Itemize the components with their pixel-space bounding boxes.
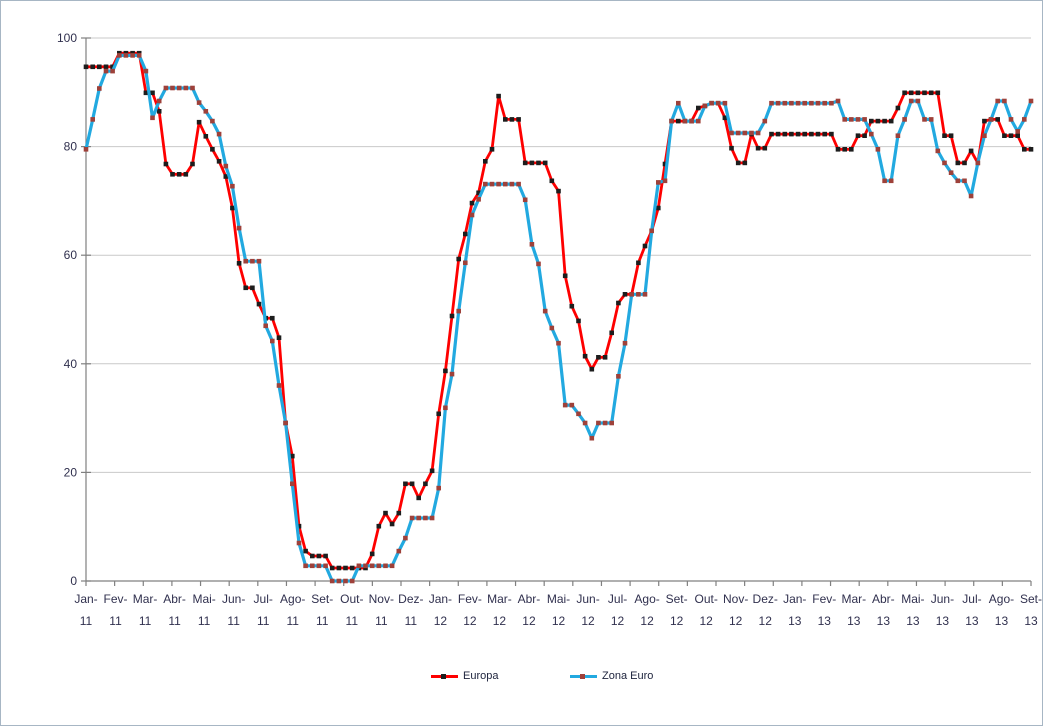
x-tick-label-month: Ago-	[989, 592, 1014, 606]
x-tick-label-month: Mai-	[547, 592, 570, 606]
x-tick-label-month: Jul-	[962, 592, 981, 606]
x-tick-label-year: 11	[286, 614, 299, 628]
x-tick-label-year: 12	[493, 614, 507, 628]
x-tick-label-year: 11	[109, 614, 122, 628]
x-tick-label-year: 12	[522, 614, 536, 628]
x-tick-label-month: Abr-	[872, 592, 895, 606]
x-tick-label-month: Mai-	[901, 592, 924, 606]
x-tick-label-year: 12	[581, 614, 595, 628]
x-tick-label-year: 13	[965, 614, 979, 628]
x-tick-label-year: 11	[198, 614, 211, 628]
x-tick-label-month: Dez-	[398, 592, 423, 606]
x-tick-label-year: 13	[847, 614, 861, 628]
x-tick-label-year: 13	[936, 614, 950, 628]
x-tick-label-month: Fev-	[812, 592, 836, 606]
y-tick-label: 20	[64, 465, 78, 479]
x-tick-label-year: 11	[316, 614, 329, 628]
x-axis-ticks	[85, 581, 1032, 586]
y-tick-label: 60	[64, 248, 78, 262]
x-tick-label-year: 12	[640, 614, 654, 628]
x-tick-label-month: Jul-	[608, 592, 627, 606]
x-tick-label-month: Set-	[311, 592, 333, 606]
x-tick-label-month: Ago-	[634, 592, 659, 606]
x-axis-labels: Jan- 11 Fev- 11 Mar- 11 Abr- 11 Mai- 11 Jun- 11 Jul-…	[74, 592, 1042, 628]
x-tick-label-month: Jun-	[222, 592, 245, 606]
x-tick-label-year: 12	[611, 614, 625, 628]
y-tick-label: 80	[64, 140, 78, 154]
legend-item-europa: Europa	[431, 670, 498, 682]
x-tick-label-month: Mar-	[841, 592, 866, 606]
x-tick-label-year: 13	[788, 614, 802, 628]
y-tick-label: 40	[64, 357, 78, 371]
x-tick-label-year: 11	[168, 614, 181, 628]
x-tick-label-month: Mar-	[133, 592, 158, 606]
x-tick-label-year: 11	[346, 614, 359, 628]
x-tick-label-year: 13	[906, 614, 920, 628]
gridlines	[86, 37, 1031, 473]
series-zona-euro-line	[84, 53, 1033, 583]
y-tick-label: 0	[70, 574, 77, 588]
y-axis-ticks	[81, 37, 91, 582]
legend-label-zona-euro: Zona Euro	[602, 670, 654, 682]
x-tick-label-month: Fev-	[458, 592, 482, 606]
series-europa-markers	[83, 50, 1034, 571]
x-tick-label-year: 13	[995, 614, 1009, 628]
x-tick-label-month: Ago-	[280, 592, 305, 606]
x-tick-label-year: 13	[1024, 614, 1038, 628]
x-tick-label-year: 11	[375, 614, 388, 628]
x-tick-label-month: Jan-	[429, 592, 452, 606]
axes	[85, 38, 1031, 582]
x-tick-label-year: 11	[257, 614, 270, 628]
x-tick-label-month: Set-	[666, 592, 688, 606]
x-tick-label-year: 12	[759, 614, 773, 628]
y-axis-labels: 0 20 40 60 80 100	[57, 31, 77, 588]
europa-line-swatch-icon	[431, 673, 458, 679]
x-tick-label-month: Fev-	[104, 592, 128, 606]
x-tick-label-year: 12	[552, 614, 566, 628]
x-tick-label-year: 11	[139, 614, 152, 628]
x-tick-label-month: Abr-	[163, 592, 186, 606]
x-tick-label-year: 13	[877, 614, 891, 628]
x-tick-label-month: Set-	[1020, 592, 1042, 606]
x-tick-label-month: Nov-	[723, 592, 748, 606]
legend-label-europa: Europa	[463, 670, 499, 682]
x-tick-label-month: Nov-	[369, 592, 394, 606]
x-tick-label-year: 12	[670, 614, 684, 628]
series-europa-line	[84, 51, 1033, 570]
x-tick-label-month: Out-	[694, 592, 717, 606]
x-tick-label-month: Jul-	[254, 592, 273, 606]
x-tick-label-year: 11	[80, 614, 93, 628]
x-tick-label-month: Jan-	[74, 592, 97, 606]
y-tick-label: 100	[57, 31, 77, 45]
x-tick-label-month: Dez-	[753, 592, 778, 606]
x-tick-label-year: 13	[818, 614, 832, 628]
x-tick-label-month: Mar-	[487, 592, 512, 606]
x-tick-label-year: 12	[463, 614, 477, 628]
x-tick-label-month: Jun-	[931, 592, 954, 606]
x-tick-label-year: 11	[227, 614, 240, 628]
x-tick-label-year: 12	[729, 614, 743, 628]
x-tick-label-month: Jan-	[783, 592, 806, 606]
x-tick-label-month: Out-	[340, 592, 363, 606]
x-tick-label-month: Abr-	[518, 592, 541, 606]
series-zona-euro-markers	[83, 53, 1034, 584]
legend-item-zona-euro: Zona Euro	[570, 670, 653, 682]
x-tick-label-year: 12	[434, 614, 448, 628]
x-tick-label-year: 12	[699, 614, 713, 628]
zona-euro-line-swatch-icon	[570, 673, 597, 679]
x-tick-label-month: Mai-	[192, 592, 215, 606]
x-tick-label-year: 11	[405, 614, 418, 628]
x-tick-label-month: Jun-	[576, 592, 599, 606]
